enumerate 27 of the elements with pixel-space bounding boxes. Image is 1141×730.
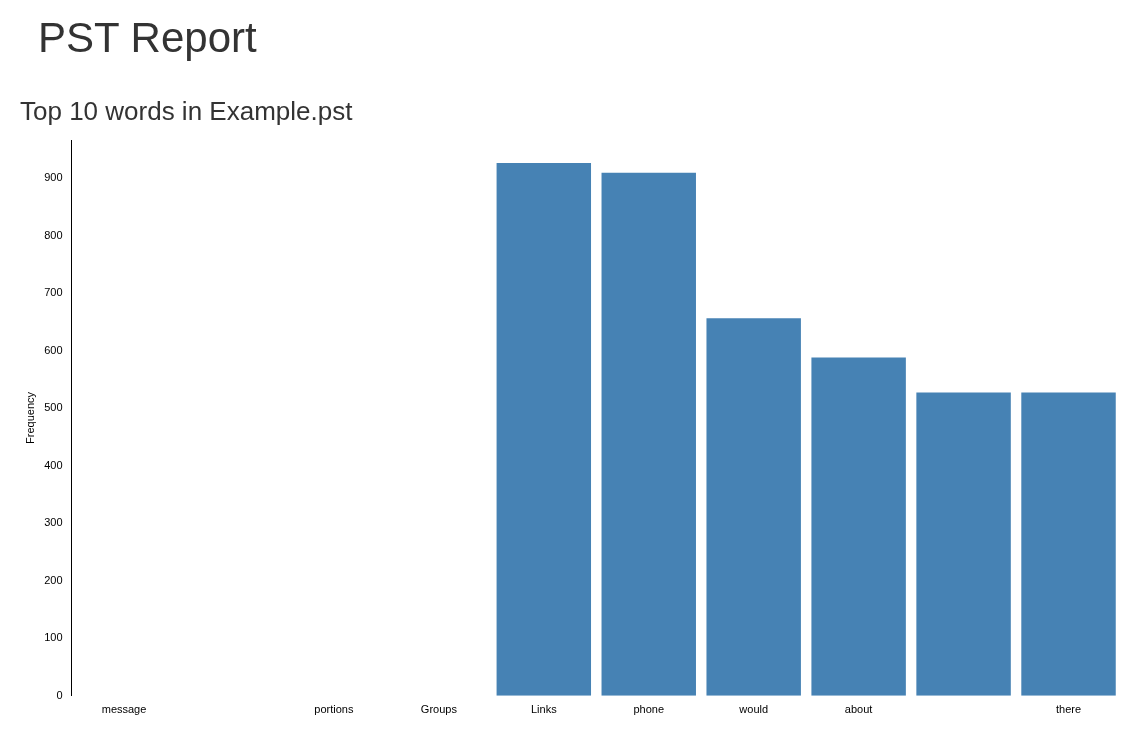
y-tick-label: 400 xyxy=(44,458,63,471)
bar xyxy=(811,357,906,696)
y-tick-label: 100 xyxy=(44,631,63,644)
y-tick-label: 700 xyxy=(44,286,63,299)
y-tick-label: 0 xyxy=(56,688,63,701)
bar xyxy=(1021,392,1116,696)
y-tick-label: 900 xyxy=(44,171,63,184)
x-tick-label: Groups xyxy=(420,703,458,716)
x-tick-label: there xyxy=(1055,703,1082,716)
x-tick-label: about xyxy=(844,703,873,716)
y-tick-label: 600 xyxy=(44,343,63,356)
y-tick-label: 800 xyxy=(44,228,63,241)
bar xyxy=(706,318,801,696)
x-tick-label: Links xyxy=(530,703,558,716)
y-tick-label: 500 xyxy=(44,401,63,414)
x-tick-label: would xyxy=(738,703,769,716)
bar xyxy=(601,172,696,696)
x-tick-label: portions xyxy=(314,703,354,716)
bar xyxy=(916,392,1011,696)
chart-title: PST Report xyxy=(38,14,257,62)
bar xyxy=(496,163,592,696)
x-tick-label: phone xyxy=(633,703,665,716)
y-tick-label: 200 xyxy=(44,573,63,586)
y-tick-label: 300 xyxy=(44,516,63,529)
x-tick-label: message xyxy=(101,703,147,716)
y-axis-title: Frequency xyxy=(23,391,36,444)
chart-subtitle: Top 10 words in Example.pst xyxy=(20,96,353,127)
